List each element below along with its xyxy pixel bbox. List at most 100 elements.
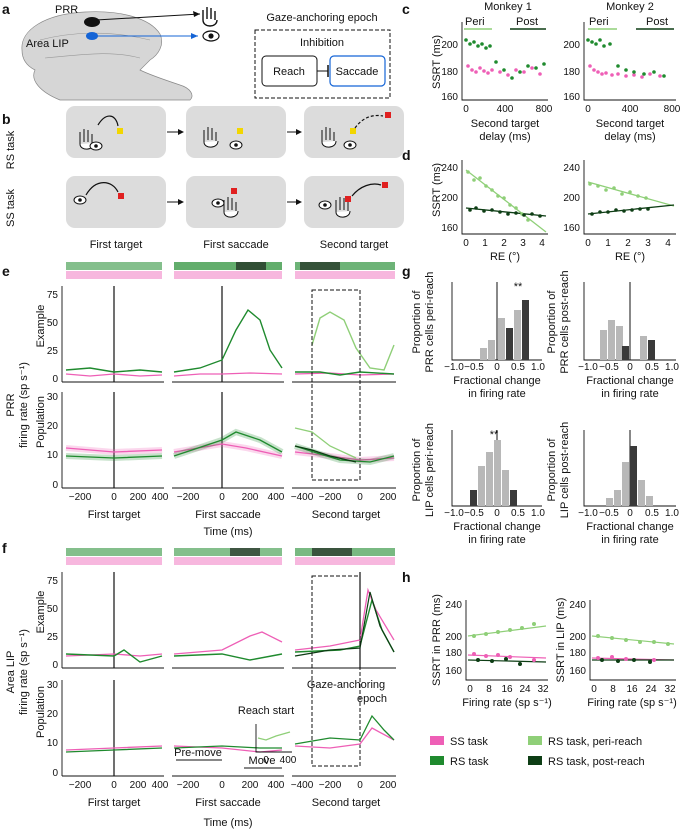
- f-xtick: −200: [177, 780, 200, 791]
- g-xlabel: in firing rate: [468, 388, 525, 400]
- e-pop-rs: [65, 431, 395, 463]
- e-epoch-box: [311, 289, 361, 481]
- e-xtick: 0: [219, 492, 225, 503]
- e-pop-peri: [294, 427, 357, 459]
- f-gaze-1: Gaze-anchoring: [307, 679, 385, 691]
- d-xlabel: RE (°): [490, 251, 520, 263]
- e-ex-ytick: 25: [47, 346, 59, 357]
- c-xtick: 0: [463, 104, 469, 115]
- c-xtick: 0: [585, 104, 591, 115]
- e-xtick: −200: [69, 492, 92, 503]
- panel-f: Area LIP firing rate (sp s⁻¹) Example Po…: [5, 548, 397, 829]
- g-xtick: 1.0: [665, 362, 679, 373]
- f-inset-xtick: 400: [280, 755, 297, 766]
- f-xtick: −200: [69, 780, 92, 791]
- d-peri-points: [466, 170, 648, 222]
- f-ex-ss-trace: [65, 587, 395, 657]
- f-pop-ytick: 0: [52, 768, 58, 779]
- g-xtick: −0.5: [464, 508, 484, 519]
- g-lip-peri-bars: [470, 440, 517, 506]
- h-ytick: 180: [569, 648, 586, 659]
- f-time-label: Time (ms): [203, 817, 252, 829]
- h-ytick: 200: [445, 632, 462, 643]
- c-xtick: 800: [536, 104, 553, 115]
- c-post-label-2: Post: [646, 16, 668, 28]
- panel-g: Proportion of PRR cells peri-reach ** −1…: [411, 270, 679, 546]
- g-lip-post-bars: [606, 446, 653, 506]
- hand-icon: [202, 7, 218, 27]
- f-pop-ytick: 20: [47, 709, 59, 720]
- f-xtick: 200: [242, 780, 259, 791]
- g-ylabel: PRR cells post-reach: [559, 270, 571, 373]
- d-ytick: 240: [441, 163, 458, 174]
- h-xtick: 24: [645, 684, 657, 695]
- e-ex-ytick: 50: [47, 318, 59, 329]
- g-xlabel: Fractional change: [586, 521, 673, 533]
- g-xlabel: in firing rate: [601, 534, 658, 546]
- d-xtick: 4: [539, 238, 545, 249]
- panel-letter-d: d: [402, 147, 411, 163]
- reach-box-label: Reach: [273, 66, 305, 78]
- c-xtick: 400: [622, 104, 639, 115]
- c-xlabel-2: delay (ms): [479, 131, 530, 143]
- col-first-target: First target: [90, 239, 143, 251]
- h-xtick: 16: [626, 684, 638, 695]
- rs-task-label: RS task: [5, 130, 17, 169]
- h-xtick: 8: [610, 684, 616, 695]
- g-xtick: 0: [494, 362, 500, 373]
- panel-letter-a: a: [2, 1, 10, 17]
- d-ytick: 200: [441, 193, 458, 204]
- c-peri-label: Peri: [465, 16, 485, 28]
- f-fs-label: First saccade: [195, 797, 260, 809]
- f-ex-post-trace: [294, 591, 395, 657]
- col-second-target: Second target: [320, 239, 389, 251]
- monkey1-title: Monkey 1: [484, 1, 532, 13]
- g-xlabel: Fractional change: [453, 521, 540, 533]
- c-xlabel-2b: delay (ms): [604, 131, 655, 143]
- c-ylabel: SSRT (ms): [431, 35, 443, 89]
- e-time-label: Time (ms): [203, 526, 252, 538]
- d-ytick: 160: [441, 223, 458, 234]
- g-ylabel: LIP cells peri-reach: [424, 423, 436, 517]
- g-ylabel: PRR cells peri-reach: [424, 272, 436, 373]
- monkey-brain-illustration: [21, 11, 193, 101]
- g-xlabel: Fractional change: [586, 375, 673, 387]
- c-ytick: 180: [563, 67, 580, 78]
- panel-letter-e: e: [2, 263, 10, 279]
- g-ylabel: LIP cells post-reach: [559, 422, 571, 518]
- c-xtick: 800: [664, 104, 681, 115]
- c-peri-label-2: Peri: [589, 16, 609, 28]
- f-xtick: 0: [219, 780, 225, 791]
- g-xlabel: Fractional change: [453, 375, 540, 387]
- f-ex-ytick: 25: [47, 632, 59, 643]
- c-ytick: 160: [441, 92, 458, 103]
- c-ytick: 160: [563, 92, 580, 103]
- g-xtick: −1.0: [578, 362, 598, 373]
- d-xtick: 4: [665, 238, 671, 249]
- f-xtick: −200: [319, 780, 342, 791]
- panel-c: Monkey 1 Monkey 2 SSRT (ms) 200 180 160 …: [431, 1, 681, 143]
- gaze-anchoring-box: [254, 29, 391, 99]
- h-ytick: 160: [569, 666, 586, 677]
- panel-letter-b: b: [2, 111, 11, 127]
- h-ytick: 160: [445, 666, 462, 677]
- f-ex-rs-trace: [65, 597, 395, 663]
- f-region: Area LIP: [5, 651, 17, 694]
- lip-label: Area LIP: [26, 38, 69, 50]
- e-ylabel: firing rate (sp s⁻¹): [18, 362, 30, 448]
- f-pop-ytick: 10: [47, 738, 59, 749]
- g-ylabel: Proportion of: [546, 290, 558, 354]
- f-xtick: −400: [291, 780, 314, 791]
- e-xtick: −200: [319, 492, 342, 503]
- g-xtick: 0: [494, 508, 500, 519]
- prr-area: [84, 17, 100, 27]
- f-ex-ytick: 50: [47, 604, 59, 615]
- f-example-label: Example: [35, 591, 47, 634]
- f-pop-rs: [65, 714, 395, 753]
- e-xtick: 200: [380, 492, 397, 503]
- h-ytick: 180: [445, 648, 462, 659]
- f-ylabel: firing rate (sp s⁻¹): [18, 629, 30, 715]
- c-xtick: 400: [497, 104, 514, 115]
- e-xtick: 400: [152, 492, 169, 503]
- h-ylabel-lip: SSRT in LIP (ms): [555, 598, 567, 683]
